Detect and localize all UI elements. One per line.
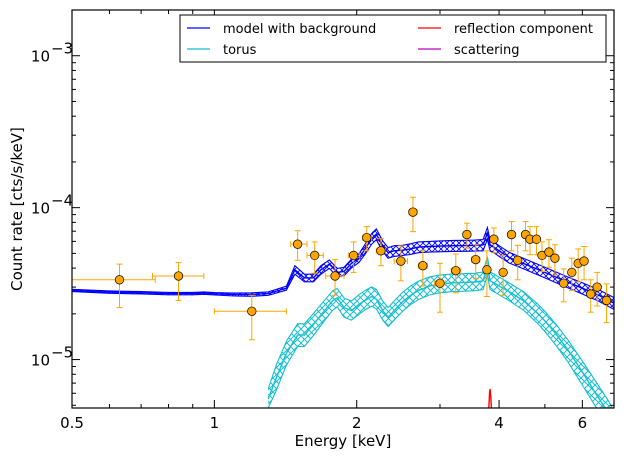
x-tick-label: 0.5 — [60, 414, 84, 432]
data-points-layer — [72, 196, 612, 341]
data-point-marker — [559, 278, 569, 288]
data-point-marker — [498, 267, 508, 278]
data-point-marker — [567, 267, 577, 278]
legend: model with background torus reflection com… — [179, 14, 607, 63]
data-point-marker — [348, 250, 359, 261]
data-point-29 — [567, 257, 577, 291]
data-point-24 — [531, 226, 542, 256]
x-tick-label: 1 — [210, 414, 220, 432]
data-point-marker — [506, 229, 517, 240]
data-point-4 — [290, 230, 308, 261]
data-point-32 — [586, 279, 596, 313]
y-tick-label: 10 — [31, 352, 50, 370]
data-point-5 — [306, 241, 324, 274]
model-with-background-band-lower — [72, 237, 614, 310]
data-point-marker — [292, 239, 303, 249]
data-point-13 — [433, 262, 446, 313]
ticks-layer: 0.5 1 2 4 610−510−410−3 — [31, 10, 614, 432]
data-point-7 — [347, 241, 361, 273]
data-point-6 — [325, 259, 345, 296]
data-point-27 — [550, 244, 560, 276]
data-point-marker — [247, 306, 257, 316]
series-layer — [72, 225, 614, 408]
data-point-marker — [376, 246, 386, 256]
data-point-marker — [462, 229, 472, 240]
data-point-marker — [601, 295, 612, 306]
data-point-marker — [544, 247, 554, 257]
data-point-17 — [482, 250, 492, 298]
data-point-marker — [531, 234, 542, 244]
data-point-15 — [462, 222, 472, 249]
plot-background — [72, 10, 614, 408]
torus-line — [267, 265, 607, 408]
data-point-28 — [559, 268, 569, 303]
y-axis-title: Count rate [cts/s/keV] — [8, 127, 26, 291]
x-tick-label: 6 — [578, 414, 588, 432]
data-point-marker — [482, 265, 492, 275]
data-point-20 — [506, 221, 517, 252]
x-tick-label: 4 — [494, 414, 504, 432]
data-point-marker — [435, 278, 445, 288]
data-point-12 — [417, 249, 428, 287]
x-axis-title: Energy [keV] — [295, 432, 392, 450]
legend-box — [179, 14, 607, 63]
data-point-marker — [489, 234, 499, 244]
data-point-marker — [114, 275, 125, 285]
data-point-33 — [592, 271, 602, 307]
y-tick-exponent: −3 — [51, 40, 73, 58]
data-point-21 — [513, 244, 523, 281]
data-point-marker — [408, 207, 418, 217]
data-point-marker — [330, 271, 340, 281]
data-point-marker — [362, 232, 372, 243]
data-point-marker — [173, 271, 184, 281]
data-point-9 — [375, 238, 386, 267]
data-point-marker — [471, 254, 481, 265]
data-point-marker — [513, 255, 523, 265]
data-point-marker — [592, 282, 602, 292]
data-point-25 — [537, 241, 547, 272]
data-point-marker — [586, 289, 596, 299]
y-tick-label: 10 — [31, 200, 50, 218]
plot-frame — [71, 9, 615, 409]
model-with-background-band — [72, 227, 614, 310]
legend-label-model-with-background: model with background — [223, 22, 376, 37]
data-point-8 — [362, 226, 373, 252]
legend-label-torus: torus — [223, 43, 257, 58]
data-point-marker — [418, 261, 428, 271]
model-with-background-line — [72, 230, 614, 304]
data-point-marker — [550, 253, 560, 263]
torus-band-lower — [267, 274, 598, 408]
torus-band-upper — [267, 256, 614, 408]
legend-label-reflection-component: reflection component — [454, 22, 593, 37]
data-point-30 — [573, 248, 583, 283]
data-point-marker — [396, 256, 406, 266]
y-tick-exponent: −5 — [51, 344, 73, 362]
y-tick-label: 10 — [31, 48, 50, 66]
data-point-marker — [310, 250, 320, 261]
data-point-1 — [72, 263, 156, 309]
data-point-3 — [213, 294, 287, 341]
data-point-19 — [498, 254, 508, 296]
legend-label-scattering: scattering — [454, 43, 520, 58]
data-point-26 — [544, 239, 554, 268]
model-with-background-band-upper — [72, 225, 614, 299]
data-point-18 — [489, 227, 499, 254]
data-point-10 — [393, 245, 408, 282]
y-tick-exponent: −4 — [51, 192, 73, 210]
data-point-11 — [408, 196, 418, 233]
data-point-31 — [579, 246, 589, 281]
data-point-16 — [471, 244, 481, 280]
data-point-marker — [579, 256, 589, 266]
data-point-2 — [152, 262, 205, 301]
data-point-marker — [451, 265, 461, 276]
data-point-14 — [450, 253, 462, 294]
reflection-component-line — [488, 388, 493, 408]
x-tick-label: 2 — [352, 414, 362, 432]
data-point-34 — [601, 283, 612, 324]
